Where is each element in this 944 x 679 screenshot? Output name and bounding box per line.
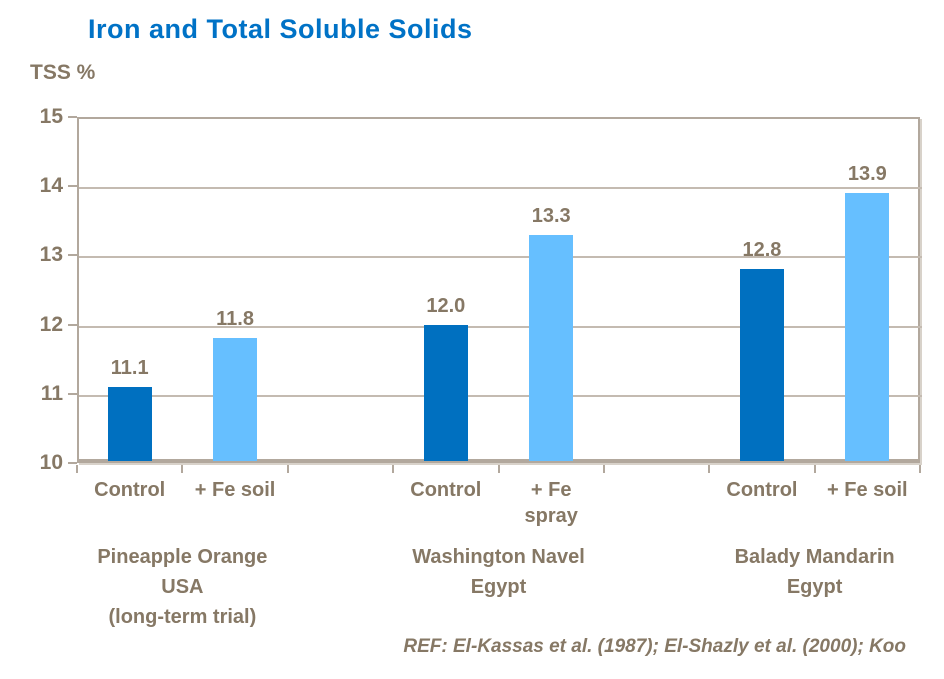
gridline-y-14 (79, 187, 922, 190)
bar-control-12 (423, 324, 468, 461)
group-label-0: Pineapple Orange USA (long-term trial) (97, 546, 268, 628)
x-category-label: Control (726, 479, 798, 501)
bar-fe-13.9 (845, 193, 890, 461)
x-tick-mark-1 (181, 465, 184, 473)
y-axis-title: TSS % (30, 61, 96, 84)
gridline-y-13 (79, 256, 922, 259)
y-tick-label-15: 15 (39, 105, 63, 128)
bar-fe-11.8 (213, 338, 258, 461)
y-tick-mark-13 (68, 254, 77, 257)
y-tick-label-14: 14 (39, 174, 63, 198)
plot-area (77, 117, 922, 463)
y-tick-label-13: 13 (39, 243, 63, 267)
x-tick-mark-6 (708, 465, 711, 473)
bar-fe-13.3 (529, 234, 574, 461)
gridline-y-12 (79, 325, 922, 328)
group-label-1: Washington Navel Egypt (412, 546, 585, 598)
y-tick-label-11: 11 (40, 381, 63, 405)
y-tick-mark-12 (68, 323, 77, 326)
bar-value-label: 12.8 (742, 239, 782, 262)
y-tick-mark-10 (68, 462, 77, 464)
bar-value-label: 12.0 (426, 294, 466, 317)
bar-value-label: 13.9 (847, 163, 887, 186)
bar-value-label: 11.8 (216, 308, 254, 331)
x-tick-mark-4 (497, 465, 500, 473)
gridline-y-11 (79, 394, 922, 397)
x-tick-mark-2 (286, 465, 289, 473)
x-category-label: + Fe soil (827, 479, 908, 501)
chart-title: Iron and Total Soluble Solids (88, 14, 473, 44)
x-category-label: + Fe spray (524, 479, 578, 527)
y-tick-mark-15 (68, 116, 77, 118)
reference-citation: REF: El-Kassas et al. (1987); El-Shazly … (403, 636, 906, 657)
x-tick-mark-8 (919, 465, 921, 473)
bar-value-label: 13.3 (531, 204, 571, 227)
x-category-label: + Fe soil (194, 479, 276, 501)
y-tick-mark-14 (68, 185, 77, 188)
x-category-label: Control (94, 479, 166, 501)
y-tick-mark-11 (68, 392, 77, 395)
bar-control-12.8 (739, 269, 784, 461)
y-tick-label-12: 12 (39, 312, 63, 336)
bar-value-label: 11.1 (110, 356, 149, 379)
x-tick-mark-7 (813, 465, 816, 473)
x-tick-mark-5 (602, 465, 605, 473)
bar-control-11.1 (107, 386, 152, 461)
x-tick-mark-3 (392, 465, 395, 473)
group-label-2: Balady Mandarin Egypt (734, 546, 895, 598)
x-tick-mark-0 (76, 465, 78, 473)
y-tick-label-10: 10 (39, 451, 63, 474)
x-category-label: Control (410, 479, 482, 501)
